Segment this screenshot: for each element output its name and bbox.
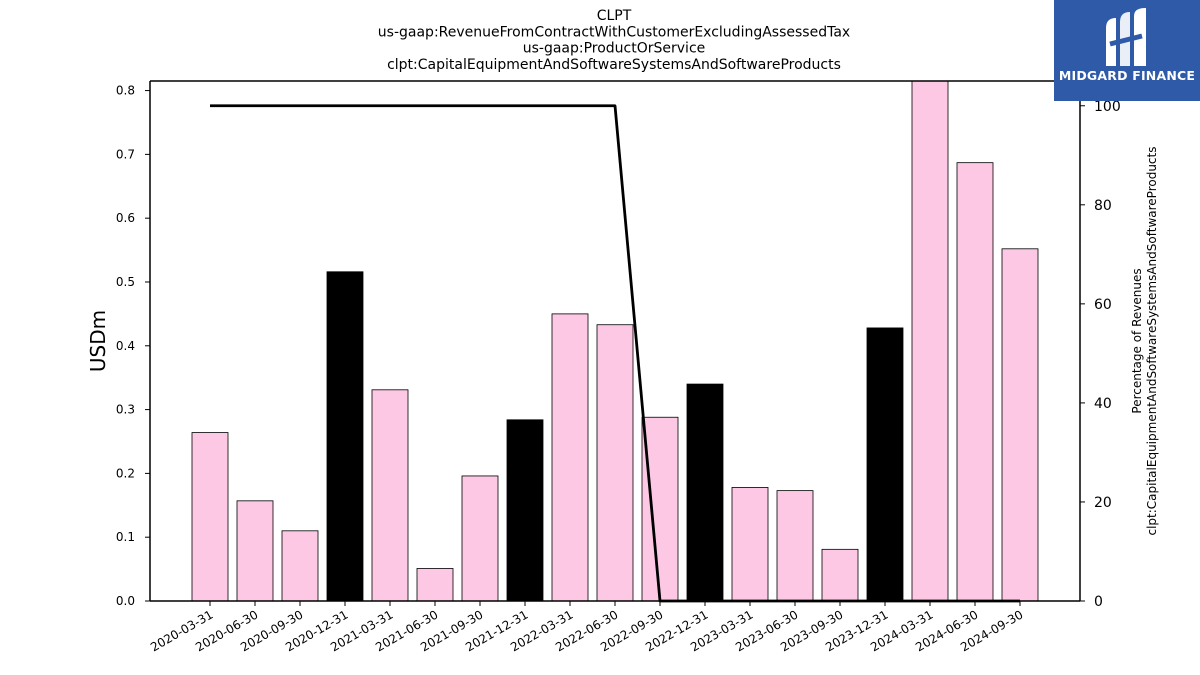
chart-title-line: CLPT (597, 8, 632, 24)
bar (191, 432, 229, 602)
bar (821, 548, 859, 602)
y-tick-label: 0.8 (116, 84, 135, 98)
y2-tick-label: 0 (1094, 594, 1103, 610)
y2-tick-label: 20 (1094, 495, 1112, 511)
y-tick-label: 0.6 (116, 211, 135, 225)
chart-title-line: us-gaap:ProductOrService (523, 41, 706, 57)
y-tick-label: 0.7 (116, 147, 135, 161)
bar (911, 80, 949, 602)
bar (371, 389, 409, 602)
y-tick-label: 0.1 (116, 530, 135, 544)
y2-tick-label: 80 (1094, 198, 1112, 214)
bar (956, 162, 994, 602)
y-tick-label: 0.2 (116, 466, 135, 480)
bar (596, 324, 634, 602)
bar (1001, 248, 1039, 602)
y2-tick-label: 40 (1094, 396, 1112, 412)
bars-group (191, 80, 1039, 602)
bar (326, 271, 364, 602)
y-tick-label: 0.4 (116, 339, 135, 353)
axis-labels-group: USDm Percentage of Revenues clpt:CapitalEq… (86, 147, 1159, 536)
y-axis-label: USDm (86, 310, 110, 372)
bar (281, 530, 319, 602)
bar (776, 490, 814, 602)
logo-mark-icon (1106, 8, 1146, 66)
chart-title-line: us-gaap:RevenueFromContractWithCustomerE… (378, 24, 850, 40)
bar (506, 419, 544, 602)
chart-title-group: CLPTus-gaap:RevenueFromContractWithCusto… (378, 8, 850, 73)
bar (641, 416, 679, 602)
y2-tick-label: 60 (1094, 297, 1112, 313)
bar (866, 327, 904, 602)
bar (416, 568, 454, 602)
chart-title-line: clpt:CapitalEquipmentAndSoftwareSystemsA… (387, 57, 841, 73)
bar (686, 383, 724, 602)
brand-logo: MIDGARD FINANCE (1054, 0, 1200, 101)
bar (236, 500, 274, 602)
y2-axis-label: clpt:CapitalEquipmentAndSoftwareSystemsA… (1145, 147, 1159, 536)
y2-axis-label: Percentage of Revenues (1130, 268, 1144, 413)
bar (461, 475, 499, 602)
y-tick-label: 0.5 (116, 275, 135, 289)
y-tick-label: 0.3 (116, 403, 135, 417)
y2-tick-label: 100 (1094, 99, 1121, 115)
logo-text: MIDGARD FINANCE (1058, 68, 1196, 83)
bar (551, 313, 589, 602)
y-tick-label: 0.0 (116, 594, 135, 608)
bar (731, 487, 769, 602)
